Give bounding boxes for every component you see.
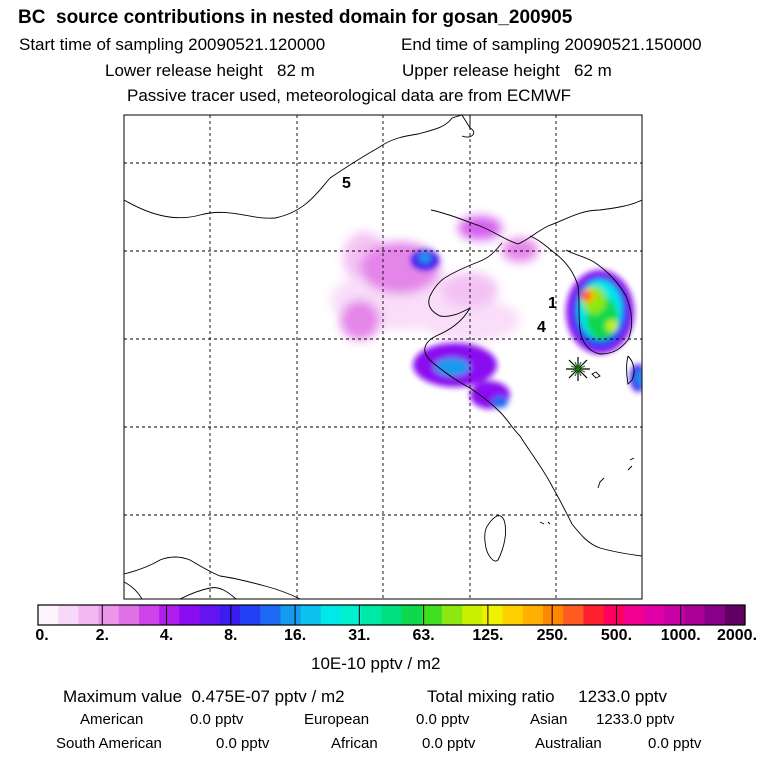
colorbar-swatch bbox=[502, 605, 524, 625]
colorbar-swatch bbox=[240, 605, 261, 625]
colorbar-tick-label: 16. bbox=[283, 627, 307, 644]
colorbar-swatch bbox=[98, 605, 120, 625]
colorbar-swatch bbox=[118, 605, 140, 625]
start-time-text: Start time of sampling 20090521.120000 bbox=[19, 35, 326, 54]
star-burst-icon bbox=[566, 357, 590, 381]
colorbar-swatch bbox=[644, 605, 665, 625]
colorbar-tick-label: 63. bbox=[412, 627, 435, 644]
colorbar-swatch bbox=[401, 605, 423, 625]
european-value: 0.0 pptv bbox=[416, 711, 470, 728]
colorbar-tick-label: 0. bbox=[35, 627, 49, 644]
colorbar-tick-label: 125. bbox=[472, 627, 504, 644]
colorbar-swatch bbox=[623, 605, 645, 625]
african-value: 0.0 pptv bbox=[422, 735, 476, 752]
total-mixing-text: Total mixing ratio 1233.0 pptv bbox=[427, 687, 668, 706]
asian-value: 1233.0 pptv bbox=[596, 711, 675, 728]
american-label: American bbox=[80, 711, 144, 728]
colorbar-swatch bbox=[159, 605, 180, 625]
south-american-value: 0.0 pptv bbox=[216, 735, 270, 752]
colorbar-swatch bbox=[462, 605, 483, 625]
plume-field bbox=[330, 216, 642, 409]
colorbar-swatch bbox=[260, 605, 281, 625]
coastlines bbox=[124, 115, 642, 599]
plot-title: BC source contributions in nested domain… bbox=[18, 7, 573, 28]
colorbar-swatch bbox=[381, 605, 403, 625]
colorbar-swatch bbox=[522, 605, 544, 625]
colorbar-swatch bbox=[199, 605, 221, 625]
colorbar-tick-label: 500. bbox=[600, 627, 633, 644]
american-value: 0.0 pptv bbox=[190, 711, 244, 728]
colorbar-swatch bbox=[442, 605, 463, 625]
colorbar-swatch bbox=[38, 605, 59, 625]
colorbar-tick-label: 2. bbox=[95, 627, 109, 644]
african-label: African bbox=[331, 735, 378, 752]
colorbar-swatch bbox=[179, 605, 201, 625]
colorbar-swatch bbox=[300, 605, 322, 625]
colorbar-swatch bbox=[421, 605, 443, 625]
lower-height-text: Lower release height 82 m bbox=[105, 61, 315, 80]
colorbar-tick-label: 4. bbox=[159, 627, 174, 644]
cluster-label-4: 4 bbox=[537, 319, 546, 336]
colorbar-swatch bbox=[664, 605, 685, 625]
colorbar-swatch bbox=[341, 605, 362, 625]
colorbar-frame bbox=[37, 604, 746, 626]
colorbar-swatch bbox=[58, 605, 79, 625]
colorbar-swatch bbox=[139, 605, 160, 625]
colorbar-swatch bbox=[78, 605, 100, 625]
tracer-note-text: Passive tracer used, meteorological data… bbox=[127, 86, 572, 105]
grid-lines bbox=[124, 115, 642, 599]
colorbar-swatch bbox=[724, 605, 746, 625]
colorbar-swatch bbox=[320, 605, 342, 625]
colorbar-tick-label: 2000. bbox=[716, 627, 758, 644]
colorbar-swatch bbox=[704, 605, 726, 625]
australian-label: Australian bbox=[535, 735, 602, 752]
colorbar-swatch bbox=[482, 605, 504, 625]
south-american-label: South American bbox=[56, 735, 162, 752]
cluster-label-5: 5 bbox=[342, 175, 351, 192]
max-value-text: Maximum value 0.475E-07 pptv / m2 bbox=[63, 687, 345, 706]
colorbar-swatch bbox=[563, 605, 584, 625]
colorbar-units: 10E-10 pptv / m2 bbox=[311, 654, 441, 673]
cluster-label-1: 1 bbox=[548, 295, 557, 312]
map-frame bbox=[123, 114, 643, 600]
australian-value: 0.0 pptv bbox=[648, 735, 702, 752]
european-label: European bbox=[304, 711, 370, 728]
colorbar-tick-label: 1000. bbox=[660, 627, 701, 644]
colorbar-tick-label: 31. bbox=[348, 627, 371, 644]
end-time-text: End time of sampling 20090521.150000 bbox=[401, 35, 702, 54]
colorbar-swatch bbox=[603, 605, 625, 625]
upper-height-text: Upper release height 62 m bbox=[402, 61, 612, 80]
colorbar-swatch bbox=[219, 605, 241, 625]
colorbar-tick-label: 250. bbox=[536, 627, 568, 644]
colorbar-swatch bbox=[280, 605, 302, 625]
colorbar-swatch bbox=[684, 605, 706, 625]
colorbar bbox=[37, 605, 746, 625]
asian-label: Asian bbox=[530, 711, 568, 728]
colorbar-tick-label: 8. bbox=[224, 627, 238, 644]
colorbar-swatch bbox=[583, 605, 605, 625]
colorbar-swatch bbox=[543, 605, 564, 625]
colorbar-swatch bbox=[361, 605, 382, 625]
